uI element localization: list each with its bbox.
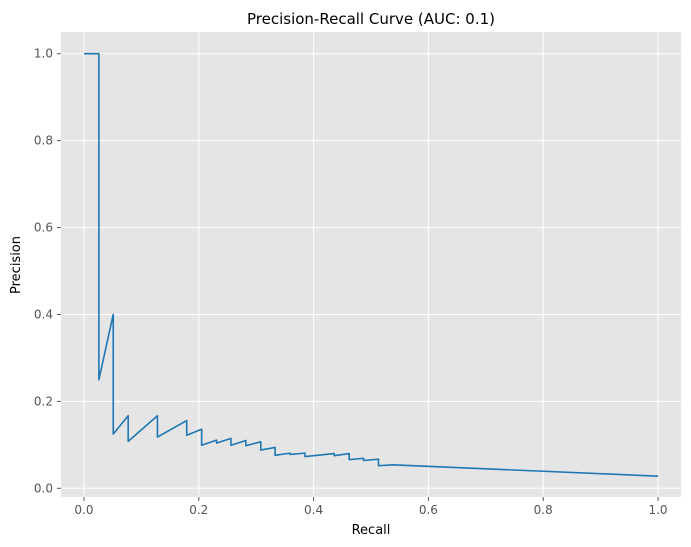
y-tick-label: 0.6 [34,221,53,235]
x-tick-label: 1.0 [648,503,667,517]
y-axis-label: Precision [9,236,24,294]
plot-area [61,32,681,497]
y-tick-label: 0.8 [34,134,53,148]
x-axis: 0.0 0.2 0.4 0.6 0.8 1.0 [74,497,668,517]
x-axis-label: Recall [352,523,391,538]
grid [61,32,681,497]
series-line [83,52,659,477]
y-axis: 0.0 0.2 0.4 0.6 0.8 1.0 [34,47,61,495]
y-tick-label: 0.2 [34,394,53,408]
x-tick-label: 0.6 [419,503,438,517]
y-tick-label: 0.0 [34,481,53,495]
x-tick-label: 0.8 [534,503,553,517]
y-tick-label: 1.0 [34,47,53,61]
y-tick-label: 0.4 [34,307,53,321]
x-tick-label: 0.4 [304,503,323,517]
x-tick-label: 0.2 [189,503,208,517]
x-tick-label: 0.0 [74,503,93,517]
chart-title: Precision-Recall Curve (AUC: 0.1) [247,10,495,28]
